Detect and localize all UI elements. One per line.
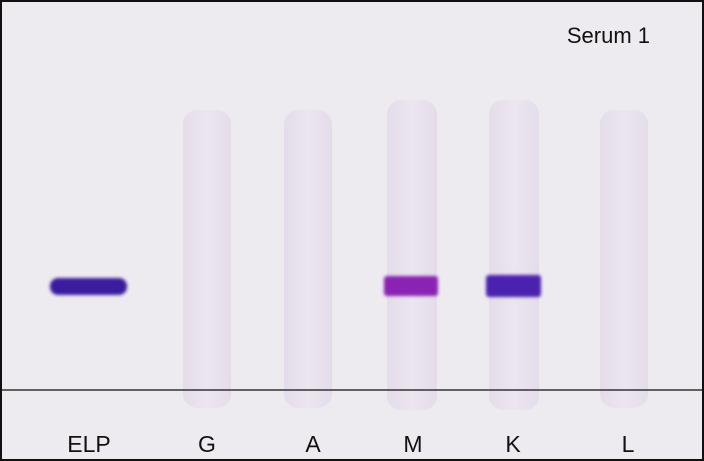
lane-label: A xyxy=(305,431,321,457)
serum-title: Serum 1 xyxy=(567,23,650,48)
lane-label: L xyxy=(622,431,635,457)
page: Serum 1 ELPGAMKL (() => { const data = J… xyxy=(0,0,704,461)
lane-label: G xyxy=(198,431,216,457)
band xyxy=(384,276,438,296)
gel-background xyxy=(1,1,703,460)
lane-label: ELP xyxy=(67,431,110,457)
band xyxy=(50,278,127,295)
lane-strip xyxy=(600,110,648,408)
lane-strip xyxy=(387,100,437,410)
band xyxy=(486,275,541,297)
lane-strip xyxy=(284,110,332,408)
lane-strip xyxy=(183,110,231,408)
lane-strip xyxy=(489,100,539,410)
lane-label: M xyxy=(403,431,422,457)
gel-image: Serum 1 ELP G A M K L xyxy=(0,0,704,461)
lane-label: K xyxy=(505,431,521,457)
